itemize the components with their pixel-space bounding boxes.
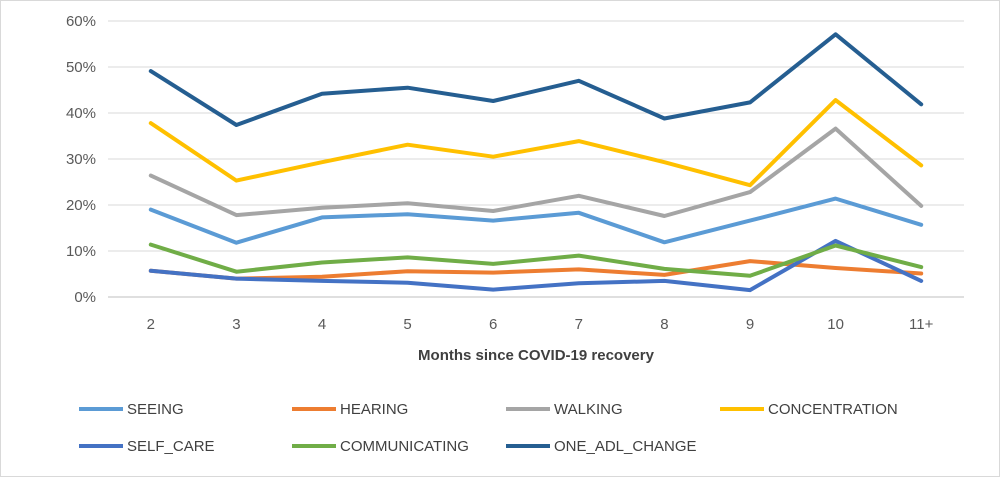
y-tick-label: 50%: [66, 59, 96, 76]
x-tick-label: 3: [232, 316, 240, 333]
axes: 0% 10% 20% 30% 40% 50% 60% 2 3 4 5 6 7 8 9 10 11+: [66, 13, 964, 333]
legend-label: COMMUNICATING: [340, 438, 469, 455]
legend-item-self-care: SELF_CARE: [79, 438, 215, 455]
series-lines: [148, 32, 924, 293]
legend-item-communicating: COMMUNICATING: [292, 438, 469, 455]
legend-label: SELF_CARE: [127, 438, 215, 455]
series-line-self-care: [148, 238, 924, 293]
y-tick-label: 40%: [66, 105, 96, 122]
series-line-seeing: [148, 196, 924, 245]
legend-label: SEEING: [127, 401, 184, 418]
x-tick-label: 7: [575, 316, 583, 333]
series-line-one-adl-change: [148, 32, 924, 127]
legend-label: ONE_ADL_CHANGE: [554, 438, 697, 455]
legend-item-walking: WALKING: [506, 401, 623, 418]
x-tick-label: 9: [746, 316, 754, 333]
y-tick-label: 60%: [66, 13, 96, 30]
x-axis-title: Months since COVID-19 recovery: [418, 347, 655, 364]
legend-label: HEARING: [340, 401, 408, 418]
y-tick-label: 10%: [66, 243, 96, 260]
x-tick-label: 4: [318, 316, 326, 333]
y-tick-label: 20%: [66, 197, 96, 214]
y-tick-label: 30%: [66, 151, 96, 168]
legend-label: CONCENTRATION: [768, 401, 898, 418]
x-tick-label: 11+: [909, 316, 934, 333]
x-tick-label: 6: [489, 316, 497, 333]
legend-label: WALKING: [554, 401, 623, 418]
legend-item-hearing: HEARING: [292, 401, 408, 418]
series-line-communicating: [148, 242, 924, 278]
series-line-walking: [148, 126, 924, 218]
x-tick-label: 10: [827, 316, 844, 333]
legend: SEEING HEARING WALKING CONCENTRATION SELF_CA…: [79, 401, 898, 455]
y-tick-label: 0%: [74, 289, 96, 306]
x-tick-label: 8: [660, 316, 668, 333]
series-line-concentration: [148, 98, 924, 188]
legend-item-one-adl-change: ONE_ADL_CHANGE: [506, 438, 697, 455]
x-tick-label: 5: [403, 316, 411, 333]
x-tick-label: 2: [147, 316, 155, 333]
legend-item-concentration: CONCENTRATION: [720, 401, 898, 418]
legend-item-seeing: SEEING: [79, 401, 184, 418]
